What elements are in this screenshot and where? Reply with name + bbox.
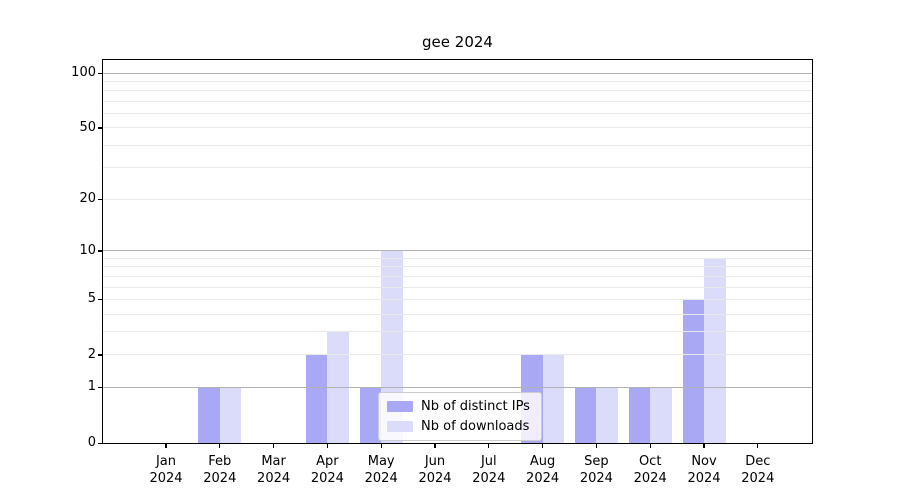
minor-gridline xyxy=(103,80,812,82)
x-axis-tick xyxy=(757,444,759,448)
minor-gridline xyxy=(103,90,812,92)
x-tick-label: Feb 2024 xyxy=(188,453,252,487)
minor-gridline xyxy=(103,257,812,259)
y-tick-label: 5 xyxy=(87,291,96,307)
x-axis-tick xyxy=(273,444,275,448)
minor-gridline xyxy=(103,127,812,129)
legend-item: Nb of distinct IPs xyxy=(387,399,530,414)
x-tick-label: May 2024 xyxy=(349,453,413,487)
minor-gridline xyxy=(103,275,812,277)
x-tick-year: 2024 xyxy=(149,471,183,486)
y-tick-label: 10 xyxy=(79,242,96,258)
minor-gridline xyxy=(103,331,812,333)
bar-distinct-ips-Nov xyxy=(682,299,704,443)
x-tick-label: Dec 2024 xyxy=(726,453,790,487)
minor-gridline xyxy=(103,266,812,268)
y-axis-tick xyxy=(98,298,102,301)
chart-title: gee 2024 xyxy=(422,33,493,51)
x-tick-year: 2024 xyxy=(310,471,344,486)
y-axis-tick xyxy=(98,72,102,74)
x-tick-label: Apr 2024 xyxy=(295,453,359,487)
x-tick-label: Oct 2024 xyxy=(618,453,682,487)
y-axis-tick xyxy=(98,198,102,200)
x-axis-tick xyxy=(542,444,544,448)
bar-downloads-Feb xyxy=(219,387,242,443)
major-gridline xyxy=(103,72,812,74)
bar-downloads-Aug xyxy=(542,354,565,443)
legend-item: Nb of downloads xyxy=(387,419,530,434)
y-axis-tick xyxy=(98,127,102,129)
bar-distinct-ips-Apr xyxy=(305,354,328,443)
minor-gridline xyxy=(103,298,812,300)
x-tick-label: Jun 2024 xyxy=(403,453,467,487)
x-tick-year: 2024 xyxy=(741,471,775,486)
x-tick-label: Sep 2024 xyxy=(564,453,628,487)
y-axis-tick xyxy=(98,386,102,389)
x-tick-year: 2024 xyxy=(418,471,452,486)
x-tick-year: 2024 xyxy=(364,471,398,486)
x-axis-tick xyxy=(703,444,705,448)
y-tick-label: 0 xyxy=(87,435,96,450)
x-axis-tick xyxy=(219,444,221,448)
y-tick-label: 1 xyxy=(87,379,96,395)
minor-gridline xyxy=(103,286,812,288)
x-axis-tick xyxy=(380,444,382,448)
minor-gridline xyxy=(103,144,812,146)
y-tick-label: 50 xyxy=(79,119,96,135)
legend-label: Nb of downloads xyxy=(421,419,530,434)
x-axis-tick xyxy=(326,444,328,448)
legend-swatch-downloads xyxy=(387,421,413,432)
x-axis-tick xyxy=(649,444,651,448)
major-gridline xyxy=(103,250,812,252)
y-tick-label: 2 xyxy=(87,346,96,362)
x-tick-label: Mar 2024 xyxy=(242,453,306,487)
bar-distinct-ips-May xyxy=(359,387,382,443)
y-axis-tick xyxy=(98,250,102,252)
x-tick-year: 2024 xyxy=(203,471,237,486)
minor-gridline xyxy=(103,313,812,315)
bar-distinct-ips-Oct xyxy=(628,387,651,443)
legend: Nb of distinct IPs Nb of downloads xyxy=(378,392,542,441)
x-tick-label: Jan 2024 xyxy=(134,453,198,487)
x-tick-year: 2024 xyxy=(257,471,291,486)
x-tick-year: 2024 xyxy=(687,471,721,486)
bar-downloads-Nov xyxy=(704,258,726,443)
y-axis-tick xyxy=(98,354,102,356)
x-axis-tick xyxy=(434,444,436,448)
minor-gridline xyxy=(103,354,812,356)
legend-swatch-distinct-ips xyxy=(387,401,413,412)
x-tick-year: 2024 xyxy=(526,471,560,486)
x-axis-tick xyxy=(165,444,167,448)
bar-downloads-Sep xyxy=(596,387,618,443)
plot-area xyxy=(102,59,813,444)
x-tick-year: 2024 xyxy=(633,471,667,486)
x-tick-label: Aug 2024 xyxy=(511,453,575,487)
major-gridline xyxy=(103,386,812,388)
bar-downloads-Oct xyxy=(650,387,672,443)
minor-gridline xyxy=(103,100,812,102)
minor-gridline xyxy=(103,198,812,200)
x-tick-label: Jul 2024 xyxy=(457,453,521,487)
x-axis-tick xyxy=(595,444,597,448)
grid-layer xyxy=(103,60,812,443)
legend-label: Nb of distinct IPs xyxy=(421,399,530,414)
x-tick-label: Nov 2024 xyxy=(672,453,736,487)
bar-distinct-ips-Sep xyxy=(574,387,597,443)
minor-gridline xyxy=(103,167,812,169)
minor-gridline xyxy=(103,113,812,115)
bar-distinct-ips-Feb xyxy=(198,387,220,443)
x-axis-tick xyxy=(488,444,490,448)
y-axis-tick xyxy=(98,442,102,444)
x-tick-year: 2024 xyxy=(579,471,613,486)
x-tick-year: 2024 xyxy=(472,471,506,486)
y-tick-label: 20 xyxy=(79,191,96,206)
y-tick-label: 100 xyxy=(71,65,96,81)
